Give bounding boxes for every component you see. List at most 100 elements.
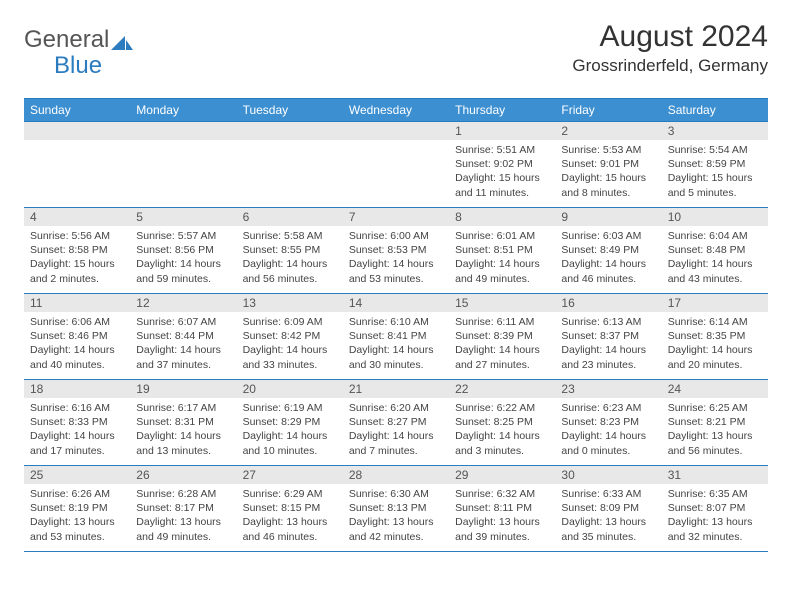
day-body: Sunrise: 5:53 AMSunset: 9:01 PMDaylight:…	[555, 140, 661, 204]
sunrise-label: Sunrise:	[30, 316, 69, 328]
sunset-time: 8:15 PM	[281, 502, 320, 514]
sunset-time: 8:44 PM	[175, 330, 214, 342]
sunset-time: 8:11 PM	[494, 502, 532, 514]
day-body: Sunrise: 6:01 AMSunset: 8:51 PMDaylight:…	[449, 226, 555, 290]
daylight-label: Daylight:	[349, 430, 390, 442]
sunrise-label: Sunrise:	[30, 230, 69, 242]
day-number: 9	[555, 208, 661, 226]
daylight-label: Daylight:	[561, 344, 602, 356]
day-number: 15	[449, 294, 555, 312]
day-number: 27	[237, 466, 343, 484]
calendar-day-cell: 7Sunrise: 6:00 AMSunset: 8:53 PMDaylight…	[343, 208, 449, 294]
day-body: Sunrise: 6:35 AMSunset: 8:07 PMDaylight:…	[662, 484, 768, 548]
sunrise-time: 6:33 AM	[603, 488, 642, 500]
sunrise-time: 6:22 AM	[497, 402, 536, 414]
sunrise-time: 6:14 AM	[709, 316, 748, 328]
sunset-time: 8:39 PM	[494, 330, 533, 342]
day-number: 24	[662, 380, 768, 398]
daylight-label: Daylight:	[243, 258, 284, 270]
sunrise-label: Sunrise:	[561, 144, 600, 156]
sunrise-time: 6:19 AM	[284, 402, 323, 414]
sunset-label: Sunset:	[30, 244, 66, 256]
calendar-table: SundayMondayTuesdayWednesdayThursdayFrid…	[24, 98, 768, 552]
daylight-label: Daylight:	[455, 516, 496, 528]
sunrise-time: 6:11 AM	[497, 316, 535, 328]
sunset-time: 8:33 PM	[69, 416, 108, 428]
day-body: Sunrise: 5:54 AMSunset: 8:59 PMDaylight:…	[662, 140, 768, 204]
day-body: Sunrise: 6:22 AMSunset: 8:25 PMDaylight:…	[449, 398, 555, 462]
daynum-empty	[343, 122, 449, 140]
sunrise-time: 6:13 AM	[603, 316, 642, 328]
daylight-label: Daylight:	[243, 344, 284, 356]
day-number: 29	[449, 466, 555, 484]
day-number: 10	[662, 208, 768, 226]
sunset-label: Sunset:	[455, 502, 491, 514]
sunrise-label: Sunrise:	[455, 488, 494, 500]
calendar-day-cell: 29 Sunrise: 6:32 AM Sunset: 8:11 PM Dayligh…	[449, 466, 555, 552]
sunrise-time: 6:32 AM	[497, 488, 536, 500]
day-number: 14	[343, 294, 449, 312]
weekday-header: Thursday	[449, 99, 555, 122]
calendar-week-row: 4Sunrise: 5:56 AMSunset: 8:58 PMDaylight…	[24, 208, 768, 294]
sunrise-time: 6:35 AM	[709, 488, 748, 500]
calendar-day-cell: 6Sunrise: 5:58 AMSunset: 8:55 PMDaylight…	[237, 208, 343, 294]
sunset-label: Sunset:	[455, 416, 491, 428]
day-body: Sunrise: 6:17 AMSunset: 8:31 PMDaylight:…	[130, 398, 236, 462]
sunrise-label: Sunrise:	[455, 230, 494, 242]
daylight-label: Daylight:	[30, 516, 71, 528]
sunrise-time: 6:20 AM	[390, 402, 429, 414]
sunset-label: Sunset:	[243, 416, 279, 428]
day-body: Sunrise: 6:26 AMSunset: 8:19 PMDaylight:…	[24, 484, 130, 548]
sunset-label: Sunset:	[668, 158, 704, 170]
day-body: Sunrise: 6:14 AMSunset: 8:35 PMDaylight:…	[662, 312, 768, 376]
sunset-label: Sunset:	[349, 330, 385, 342]
sunrise-label: Sunrise:	[243, 402, 282, 414]
sunrise-time: 6:03 AM	[603, 230, 642, 242]
daylight-label: Daylight:	[561, 172, 602, 184]
calendar-day-cell: 8Sunrise: 6:01 AMSunset: 8:51 PMDaylight…	[449, 208, 555, 294]
sunrise-label: Sunrise:	[243, 230, 282, 242]
daylight-label: Daylight:	[30, 430, 71, 442]
calendar-day-cell: 25Sunrise: 6:26 AMSunset: 8:19 PMDayligh…	[24, 466, 130, 552]
day-body: Sunrise: 6:16 AMSunset: 8:33 PMDaylight:…	[24, 398, 130, 462]
sunset-label: Sunset:	[243, 244, 279, 256]
sunset-time: 8:49 PM	[600, 244, 639, 256]
sunrise-label: Sunrise:	[349, 488, 388, 500]
day-number: 11	[24, 294, 130, 312]
sunset-label: Sunset:	[349, 244, 385, 256]
calendar-day-cell: 19Sunrise: 6:17 AMSunset: 8:31 PMDayligh…	[130, 380, 236, 466]
day-number: 28	[343, 466, 449, 484]
calendar-day-cell: 3Sunrise: 5:54 AMSunset: 8:59 PMDaylight…	[662, 122, 768, 208]
sunrise-label: Sunrise:	[561, 230, 600, 242]
sunset-label: Sunset:	[136, 330, 172, 342]
sunrise-time: 6:29 AM	[284, 488, 323, 500]
calendar-day-cell: 28Sunrise: 6:30 AMSunset: 8:13 PMDayligh…	[343, 466, 449, 552]
sunrise-time: 5:57 AM	[178, 230, 217, 242]
sunset-time: 8:21 PM	[706, 416, 745, 428]
sunset-time: 8:46 PM	[69, 330, 108, 342]
sunset-time: 8:37 PM	[600, 330, 639, 342]
sunrise-label: Sunrise:	[561, 488, 600, 500]
sunset-time: 9:01 PM	[600, 158, 639, 170]
calendar-day-cell: 21Sunrise: 6:20 AMSunset: 8:27 PMDayligh…	[343, 380, 449, 466]
daylight-label: Daylight:	[668, 430, 709, 442]
sunrise-label: Sunrise:	[455, 144, 494, 156]
sunrise-label: Sunrise:	[136, 402, 175, 414]
sunrise-label: Sunrise:	[136, 488, 175, 500]
day-number: 30	[555, 466, 661, 484]
day-number: 2	[555, 122, 661, 140]
day-body: Sunrise: 6:19 AMSunset: 8:29 PMDaylight:…	[237, 398, 343, 462]
sunset-time: 8:31 PM	[175, 416, 214, 428]
day-body: Sunrise: 6:32 AM Sunset: 8:11 PM Daylight:…	[449, 484, 555, 548]
sunset-time: 9:02 PM	[494, 158, 533, 170]
sunset-label: Sunset:	[349, 416, 385, 428]
sunrise-time: 6:28 AM	[178, 488, 217, 500]
day-number: 8	[449, 208, 555, 226]
sunrise-time: 6:23 AM	[603, 402, 642, 414]
sunset-label: Sunset:	[455, 244, 491, 256]
day-body: Sunrise: 6:28 AMSunset: 8:17 PMDaylight:…	[130, 484, 236, 548]
day-body: Sunrise: 6:13 AMSunset: 8:37 PMDaylight:…	[555, 312, 661, 376]
calendar-day-cell: 4Sunrise: 5:56 AMSunset: 8:58 PMDaylight…	[24, 208, 130, 294]
sunrise-time: 6:06 AM	[71, 316, 110, 328]
weekday-header: Tuesday	[237, 99, 343, 122]
